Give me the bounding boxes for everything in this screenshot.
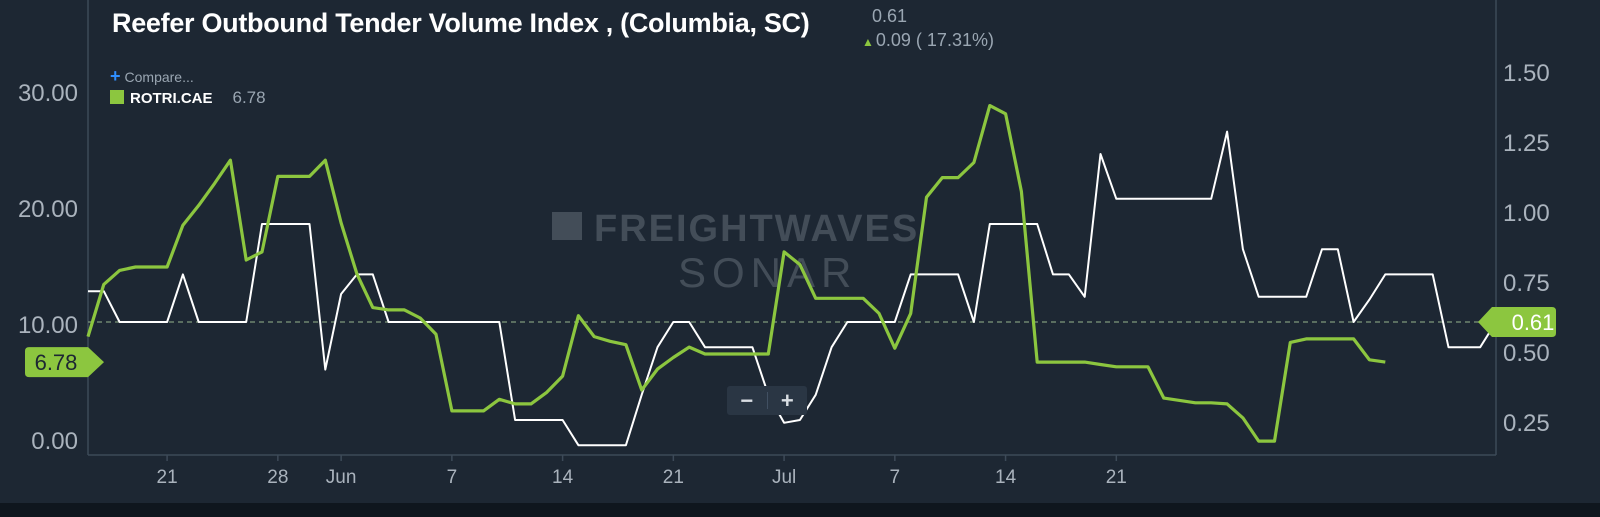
legend[interactable]: ROTRI.CAE 6.78 (110, 88, 266, 108)
right-badge-value: 0.61 (1512, 310, 1555, 335)
right-axis: 0.25 0.50 0.75 1.00 1.25 1.50 (1503, 60, 1550, 437)
left-tick-2: 20.00 (18, 196, 78, 223)
current-price: 0.61 (872, 6, 908, 26)
series-layer (86, 103, 1497, 447)
x-tick-6: Jul (772, 467, 796, 488)
x-tick-3: 7 (447, 467, 458, 488)
x-tick-0: 21 (157, 467, 178, 488)
right-tick-4: 1.25 (1503, 130, 1550, 157)
left-tick-1: 10.00 (18, 312, 78, 339)
watermark: FREIGHTWAVES SONAR (552, 208, 919, 296)
price-change-value: 0.09 ( 17.31%) (875, 30, 994, 50)
compare-button[interactable]: + Compare... (110, 66, 194, 87)
compare-label: Compare... (124, 69, 194, 85)
x-tick-2: Jun (326, 467, 357, 488)
legend-swatch (110, 90, 124, 104)
price-change: ▲ 0.09 ( 17.31%) (862, 30, 994, 51)
right-tick-0: 0.25 (1503, 410, 1550, 437)
right-value-badge: 0.61 (1478, 307, 1556, 337)
watermark-text: FREIGHTWAVES (594, 208, 919, 250)
zoom-out-button[interactable]: − (740, 388, 754, 413)
watermark-subtext: SONAR (678, 249, 857, 296)
zoom-divider (766, 392, 768, 409)
left-badge-value: 6.78 (35, 350, 78, 375)
legend-value: 6.78 (232, 88, 266, 107)
x-axis: 21 28 Jun 7 14 21 Jul 7 14 21 (157, 455, 1127, 488)
left-value-badge: 6.78 (25, 347, 104, 378)
series-line-0 (88, 130, 1497, 447)
legend-symbol: ROTRI.CAE (130, 90, 213, 107)
zoom-in-button[interactable]: + (780, 388, 794, 413)
x-tick-8: 14 (995, 467, 1017, 488)
plus-icon: + (110, 66, 121, 86)
right-tick-2: 0.75 (1503, 270, 1550, 297)
zoom-controls: − + (727, 386, 807, 415)
right-tick-3: 1.00 (1503, 200, 1550, 227)
series-line-1 (86, 103, 1386, 443)
left-tick-0: 0.00 (31, 428, 78, 455)
x-tick-9: 21 (1106, 467, 1127, 488)
x-tick-7: 7 (890, 467, 901, 488)
x-tick-1: 28 (267, 467, 288, 488)
left-tick-3: 30.00 (18, 80, 78, 107)
right-tick-1: 0.50 (1503, 340, 1550, 367)
right-tick-5: 1.50 (1503, 60, 1550, 87)
x-tick-4: 14 (552, 467, 574, 488)
left-axis: 0.00 10.00 20.00 30.00 (18, 80, 78, 455)
x-tick-5: 21 (663, 467, 684, 488)
chart-title: Reefer Outbound Tender Volume Index , (C… (112, 8, 810, 38)
up-arrow-icon: ▲ (862, 35, 874, 49)
